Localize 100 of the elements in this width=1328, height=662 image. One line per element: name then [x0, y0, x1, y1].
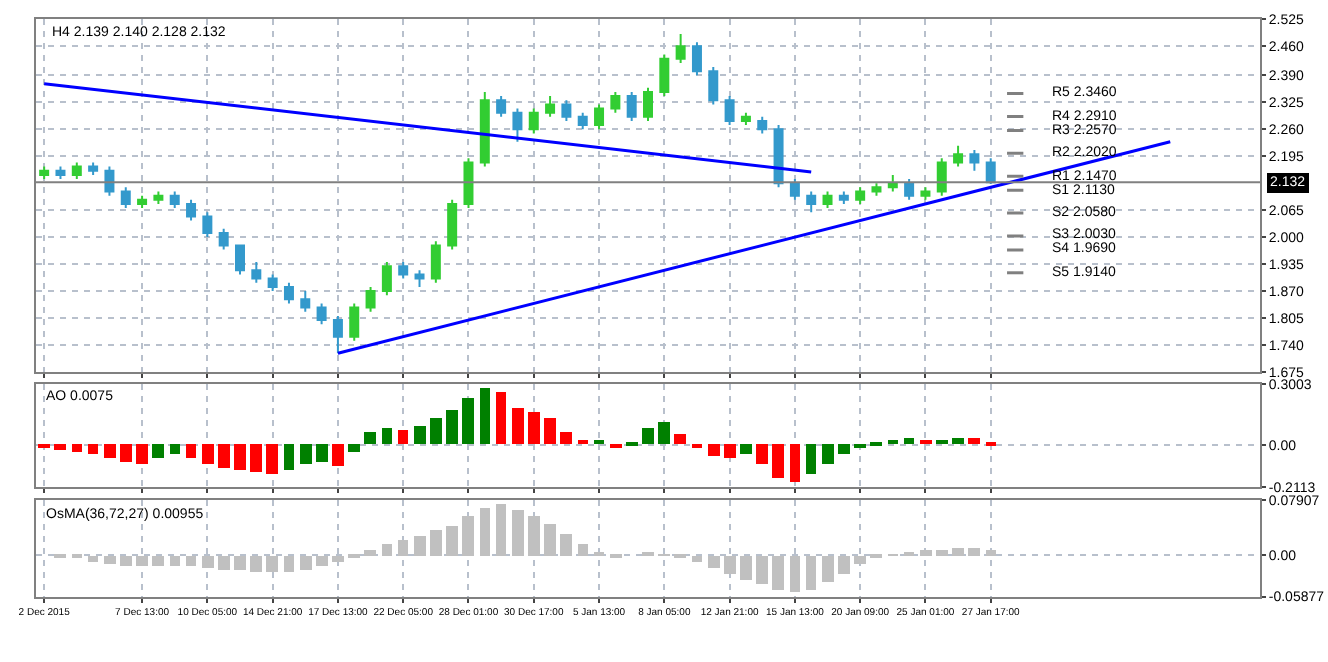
bar — [202, 444, 214, 465]
bar — [186, 444, 196, 459]
candlestick — [332, 314, 343, 355]
candlestick — [838, 190, 849, 205]
candlestick — [447, 198, 458, 251]
candlestick — [398, 261, 409, 280]
bar — [528, 412, 540, 445]
candlestick — [610, 90, 621, 114]
candlestick — [871, 182, 882, 197]
candlestick — [349, 302, 360, 342]
candlestick — [137, 194, 148, 210]
candlestick — [463, 157, 474, 210]
bar — [152, 444, 164, 459]
candlestick — [430, 240, 441, 284]
bar — [136, 444, 148, 465]
bar — [904, 438, 914, 445]
bar — [708, 444, 720, 457]
candlestick — [104, 165, 115, 197]
candlestick — [479, 90, 490, 168]
bar — [968, 438, 980, 445]
candlestick — [920, 186, 931, 201]
bar — [446, 410, 458, 445]
bar — [772, 444, 784, 479]
candlestick — [153, 190, 164, 205]
candlestick — [577, 111, 588, 131]
candlestick — [708, 66, 719, 106]
candlestick — [414, 269, 425, 288]
bar — [266, 444, 278, 475]
candlestick — [626, 90, 637, 122]
candlestick — [757, 115, 768, 135]
candlestick — [300, 290, 311, 313]
bar — [806, 444, 816, 475]
bar — [544, 418, 556, 445]
candlestick — [88, 161, 99, 176]
bar — [430, 418, 442, 445]
candlestick — [740, 111, 751, 127]
candlestick — [169, 190, 180, 210]
bar — [674, 434, 686, 445]
candlestick — [985, 157, 996, 186]
candlestick — [283, 281, 294, 305]
bar — [462, 398, 474, 445]
candlestick — [806, 190, 817, 214]
bar — [382, 543, 392, 556]
candlestick — [594, 103, 605, 131]
candlestick — [39, 165, 50, 181]
candlestick — [120, 186, 131, 210]
candlestick — [691, 41, 702, 77]
candlestick — [218, 227, 229, 251]
candlestick — [202, 211, 213, 239]
bar — [284, 444, 294, 471]
candlestick — [953, 144, 964, 168]
candlestick — [969, 149, 980, 172]
bar — [790, 444, 800, 483]
candlestick — [659, 53, 670, 98]
bar — [822, 444, 834, 465]
candlestick — [512, 107, 523, 143]
candlestick — [365, 285, 376, 313]
candlestick — [71, 161, 82, 181]
candlestick — [381, 261, 392, 297]
bar — [838, 444, 850, 455]
bar — [234, 444, 246, 471]
bar — [756, 444, 768, 465]
candlestick — [724, 95, 735, 127]
candlestick — [267, 273, 278, 293]
bar — [348, 444, 360, 453]
bar — [658, 422, 670, 445]
candlestick — [186, 198, 197, 222]
candlestick — [887, 173, 898, 193]
candlestick — [822, 190, 833, 210]
bar — [560, 432, 572, 445]
candlestick — [55, 165, 66, 181]
candlestick — [235, 244, 245, 276]
bar — [54, 444, 66, 451]
candlestick — [855, 186, 866, 205]
bar — [952, 438, 964, 445]
bar — [364, 432, 376, 445]
bar — [740, 444, 752, 455]
candlestick — [773, 124, 784, 189]
bar — [104, 444, 116, 459]
candlestick — [904, 178, 915, 201]
bar — [120, 444, 132, 463]
candlestick — [528, 107, 539, 135]
bar — [414, 426, 426, 445]
bar — [642, 428, 654, 445]
candlestick — [936, 157, 947, 197]
bar — [724, 444, 736, 459]
bar — [72, 444, 82, 453]
candlestick — [251, 261, 262, 284]
candlestick — [496, 95, 507, 118]
bar — [250, 444, 262, 473]
bar — [300, 444, 312, 465]
bar — [218, 444, 230, 469]
bar — [480, 388, 490, 445]
bar — [512, 408, 524, 445]
bar — [316, 444, 328, 463]
bar — [170, 444, 180, 455]
candlestick — [789, 178, 800, 201]
candlestick — [675, 32, 686, 64]
bar — [88, 444, 98, 455]
bar — [496, 392, 506, 445]
